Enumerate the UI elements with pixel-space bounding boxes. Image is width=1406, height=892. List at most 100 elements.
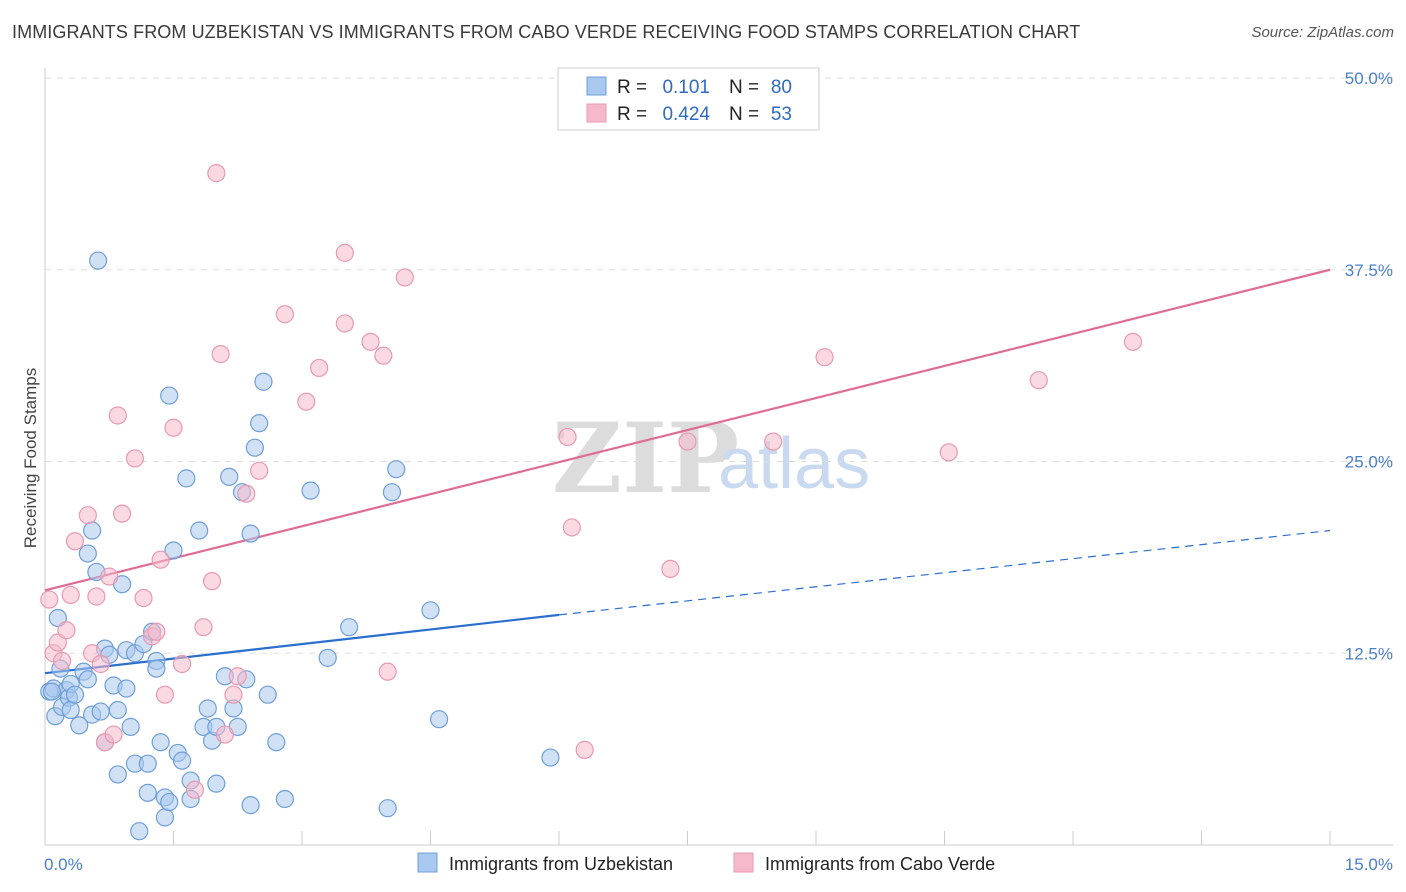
point-cabo-verde <box>764 432 783 451</box>
point-cabo-verde <box>575 740 594 759</box>
point-cabo-verde <box>202 572 222 591</box>
point-cabo-verde <box>57 621 76 640</box>
point-uzbekistan <box>151 733 170 752</box>
point-cabo-verde <box>151 550 170 569</box>
point-cabo-verde <box>108 406 127 425</box>
point-uzbekistan <box>138 783 157 802</box>
point-cabo-verde <box>374 346 393 365</box>
point-uzbekistan <box>258 685 277 704</box>
point-cabo-verde <box>237 484 256 503</box>
point-uzbekistan <box>241 796 260 815</box>
point-cabo-verde <box>185 780 205 799</box>
point-cabo-verde <box>104 725 123 744</box>
point-cabo-verde <box>164 418 183 437</box>
point-uzbekistan <box>207 774 226 793</box>
point-uzbekistan <box>61 700 80 720</box>
point-uzbekistan <box>378 799 397 818</box>
point-cabo-verde <box>100 567 119 586</box>
point-uzbekistan <box>147 659 166 678</box>
point-cabo-verde <box>172 654 192 674</box>
point-cabo-verde <box>678 432 697 451</box>
legend-r-value-2: 0.424 <box>662 104 710 125</box>
point-uzbekistan <box>89 251 108 270</box>
point-uzbekistan <box>245 438 264 457</box>
legend-r-label-2: R = <box>617 104 647 125</box>
legend-n-value-1: 80 <box>771 77 792 98</box>
point-cabo-verde <box>558 427 577 447</box>
legend-r-label-1: R = <box>617 77 647 98</box>
point-cabo-verde <box>125 449 145 468</box>
point-uzbekistan <box>83 521 102 540</box>
point-cabo-verde <box>297 392 316 411</box>
legend-r-value-1: 0.101 <box>662 77 710 98</box>
point-cabo-verde <box>207 164 226 183</box>
point-uzbekistan <box>155 808 175 827</box>
bottom-legend-swatch-uzbekistan <box>417 852 438 873</box>
legend-swatch-uzbekistan <box>586 76 607 96</box>
series-legend: Immigrants from Uzbekistan Immigrants fr… <box>417 852 995 874</box>
point-uzbekistan <box>241 524 260 543</box>
bottom-legend-label-uzbekistan: Immigrants from Uzbekistan <box>449 854 673 874</box>
trendline-cabo-verde <box>44 268 1331 592</box>
point-cabo-verde <box>78 506 97 525</box>
legend-n-label-2: N = <box>729 104 759 125</box>
correlation-legend: R = 0.101 N = 80 R = 0.424 N = 53 <box>557 67 820 131</box>
point-cabo-verde <box>1029 371 1048 390</box>
point-cabo-verde <box>395 268 414 287</box>
legend-n-value-2: 53 <box>771 104 792 125</box>
point-uzbekistan <box>138 754 157 773</box>
point-uzbekistan <box>42 682 61 701</box>
y-tick-label: 25.0% <box>1345 453 1393 472</box>
point-cabo-verde <box>48 633 67 652</box>
point-cabo-verde <box>61 585 80 605</box>
point-cabo-verde <box>65 532 85 551</box>
y-tick-label: 37.5% <box>1345 261 1393 280</box>
point-uzbekistan <box>318 648 337 667</box>
point-cabo-verde <box>361 332 380 351</box>
point-cabo-verde <box>215 725 234 744</box>
bottom-legend-label-cabo-verde: Immigrants from Cabo Verde <box>765 854 995 874</box>
point-uzbekistan <box>117 679 136 698</box>
point-cabo-verde <box>1123 332 1143 351</box>
point-cabo-verde <box>378 662 397 681</box>
point-uzbekistan <box>250 414 269 433</box>
point-cabo-verde <box>562 518 581 537</box>
point-cabo-verde <box>147 622 166 641</box>
y-axis-label: Receiving Food Stamps <box>21 368 40 548</box>
point-cabo-verde <box>228 667 247 686</box>
point-uzbekistan <box>48 608 67 628</box>
point-uzbekistan <box>382 483 402 502</box>
point-cabo-verde <box>335 314 354 333</box>
point-uzbekistan <box>541 748 560 767</box>
point-cabo-verde <box>112 504 132 523</box>
point-cabo-verde <box>155 685 175 704</box>
watermark-atlas: atlas <box>718 424 870 504</box>
point-cabo-verde <box>250 461 269 480</box>
y-tick-label: 12.5% <box>1345 644 1393 663</box>
point-cabo-verde <box>661 559 680 578</box>
point-uzbekistan <box>78 544 97 563</box>
point-cabo-verde <box>275 305 294 324</box>
point-uzbekistan <box>130 822 149 841</box>
point-cabo-verde <box>40 590 59 609</box>
point-uzbekistan <box>172 751 192 770</box>
point-uzbekistan <box>108 765 127 784</box>
trendline-extension-uzbekistan <box>558 529 1331 616</box>
legend-n-label-1: N = <box>729 77 759 98</box>
trendline-uzbekistan <box>44 613 560 675</box>
point-cabo-verde <box>939 443 958 462</box>
bottom-legend-swatch-cabo-verde <box>733 852 754 873</box>
point-cabo-verde <box>815 348 834 367</box>
point-uzbekistan <box>220 467 239 486</box>
point-uzbekistan <box>164 541 183 560</box>
point-cabo-verde <box>335 243 354 262</box>
point-uzbekistan <box>340 618 359 637</box>
point-uzbekistan <box>254 372 273 391</box>
point-cabo-verde <box>91 654 110 674</box>
point-cabo-verde <box>53 651 72 671</box>
chart-title: IMMIGRANTS FROM UZBEKISTAN VS IMMIGRANTS… <box>12 22 1081 42</box>
point-cabo-verde <box>211 345 230 364</box>
point-uzbekistan <box>429 710 449 729</box>
point-uzbekistan <box>160 386 179 405</box>
